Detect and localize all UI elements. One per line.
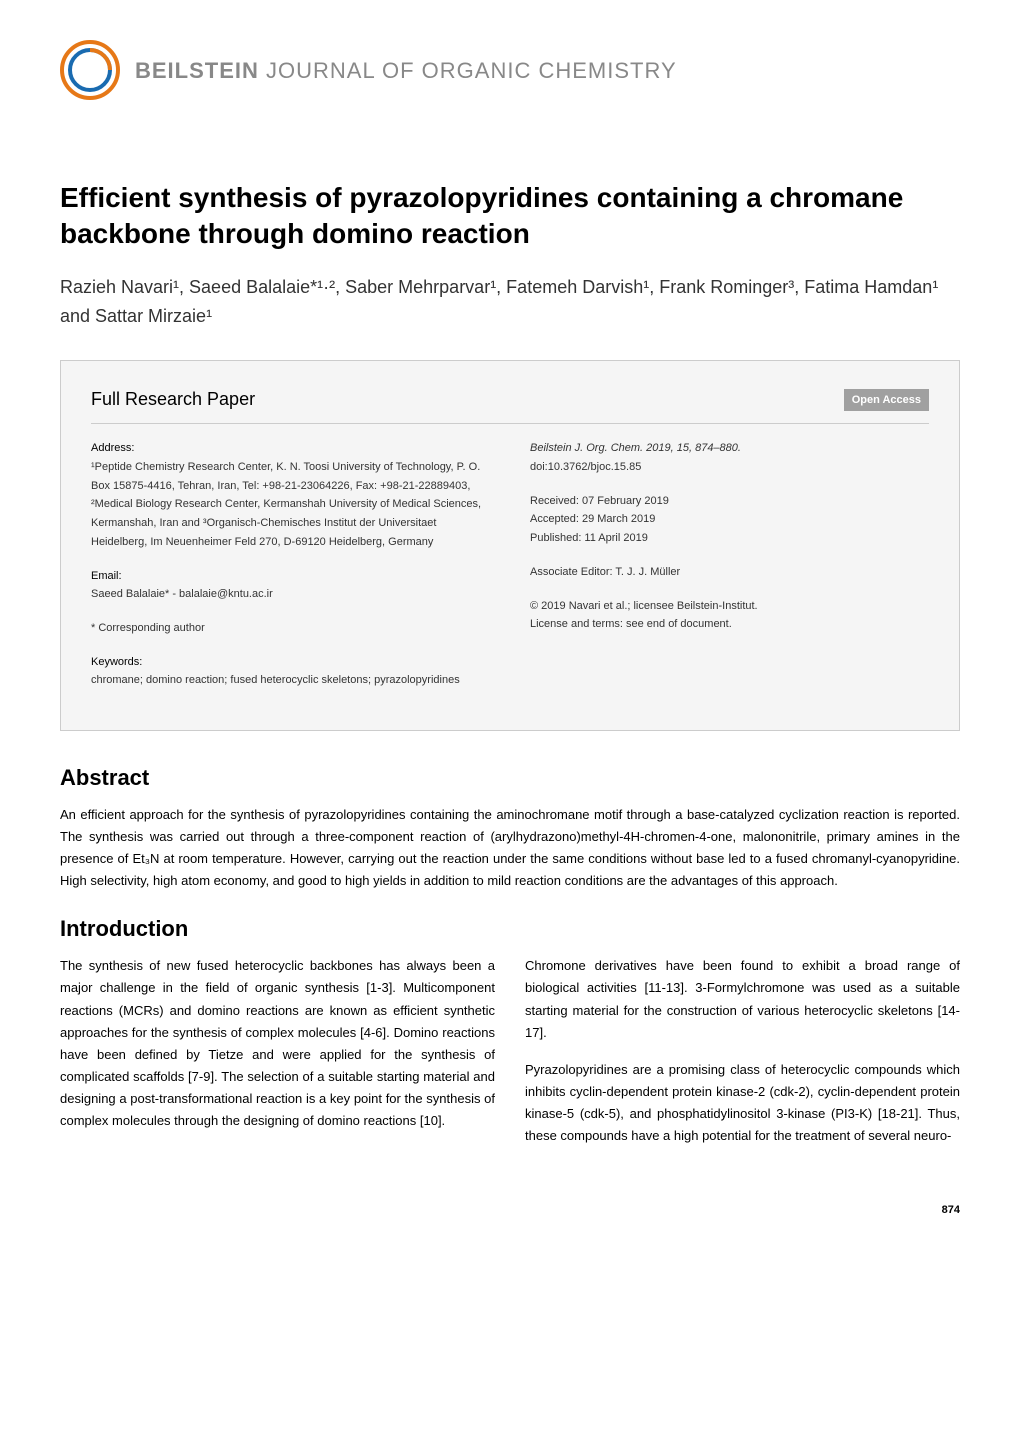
intro-col2-p2: Pyrazolopyridines are a promising class … bbox=[525, 1059, 960, 1147]
abstract-text: An efficient approach for the synthesis … bbox=[60, 804, 960, 892]
info-left-column: Address: ¹Peptide Chemistry Research Cen… bbox=[91, 439, 490, 705]
beilstein-logo-icon bbox=[60, 40, 120, 100]
published-date: Published: 11 April 2019 bbox=[530, 529, 929, 548]
address-section: Address: ¹Peptide Chemistry Research Cen… bbox=[91, 439, 490, 551]
accepted-date: Accepted: 29 March 2019 bbox=[530, 510, 929, 529]
email-label: Email: bbox=[91, 567, 490, 586]
license-text: License and terms: see end of document. bbox=[530, 615, 929, 634]
journal-name-bold: BEILSTEIN bbox=[135, 58, 259, 83]
journal-header: BEILSTEIN JOURNAL OF ORGANIC CHEMISTRY bbox=[60, 40, 960, 100]
introduction-columns: The synthesis of new fused heterocyclic … bbox=[60, 955, 960, 1162]
introduction-heading: Introduction bbox=[60, 912, 960, 945]
open-access-badge: Open Access bbox=[844, 389, 929, 412]
citation-section: Beilstein J. Org. Chem. 2019, 15, 874–88… bbox=[530, 439, 929, 476]
dates-section: Received: 07 February 2019 Accepted: 29 … bbox=[530, 492, 929, 548]
copyright-text: © 2019 Navari et al.; licensee Beilstein… bbox=[530, 597, 929, 616]
paper-type-label: Full Research Paper bbox=[91, 386, 255, 413]
keywords-text: chromane; domino reaction; fused heteroc… bbox=[91, 671, 490, 690]
email-section: Email: Saeed Balalaie* - balalaie@kntu.a… bbox=[91, 567, 490, 604]
info-columns: Address: ¹Peptide Chemistry Research Cen… bbox=[91, 439, 929, 705]
info-header: Full Research Paper Open Access bbox=[91, 386, 929, 424]
received-date: Received: 07 February 2019 bbox=[530, 492, 929, 511]
intro-col1-p1: The synthesis of new fused heterocyclic … bbox=[60, 955, 495, 1132]
page-number: 874 bbox=[60, 1202, 960, 1219]
article-title: Efficient synthesis of pyrazolopyridines… bbox=[60, 180, 960, 253]
info-right-column: Beilstein J. Org. Chem. 2019, 15, 874–88… bbox=[530, 439, 929, 705]
introduction-left-column: The synthesis of new fused heterocyclic … bbox=[60, 955, 495, 1162]
journal-name-rest: JOURNAL OF ORGANIC CHEMISTRY bbox=[259, 58, 677, 83]
abstract-heading: Abstract bbox=[60, 761, 960, 794]
article-info-box: Full Research Paper Open Access Address:… bbox=[60, 360, 960, 731]
keywords-section: Keywords: chromane; domino reaction; fus… bbox=[91, 653, 490, 690]
intro-col2-p1: Chromone derivatives have been found to … bbox=[525, 955, 960, 1043]
doi-text: doi:10.3762/bjoc.15.85 bbox=[530, 458, 929, 477]
keywords-label: Keywords: bbox=[91, 653, 490, 672]
address-label: Address: bbox=[91, 439, 490, 458]
editor-text: Associate Editor: T. J. J. Müller bbox=[530, 563, 929, 582]
introduction-right-column: Chromone derivatives have been found to … bbox=[525, 955, 960, 1162]
citation-text: Beilstein J. Org. Chem. 2019, 15, 874–88… bbox=[530, 439, 929, 458]
email-text: Saeed Balalaie* - balalaie@kntu.ac.ir bbox=[91, 585, 490, 604]
address-text: ¹Peptide Chemistry Research Center, K. N… bbox=[91, 458, 490, 551]
corresponding-note: * Corresponding author bbox=[91, 619, 490, 638]
journal-name: BEILSTEIN JOURNAL OF ORGANIC CHEMISTRY bbox=[135, 54, 677, 87]
authors-list: Razieh Navari¹, Saeed Balalaie*¹·², Sabe… bbox=[60, 273, 960, 331]
license-section: © 2019 Navari et al.; licensee Beilstein… bbox=[530, 597, 929, 634]
